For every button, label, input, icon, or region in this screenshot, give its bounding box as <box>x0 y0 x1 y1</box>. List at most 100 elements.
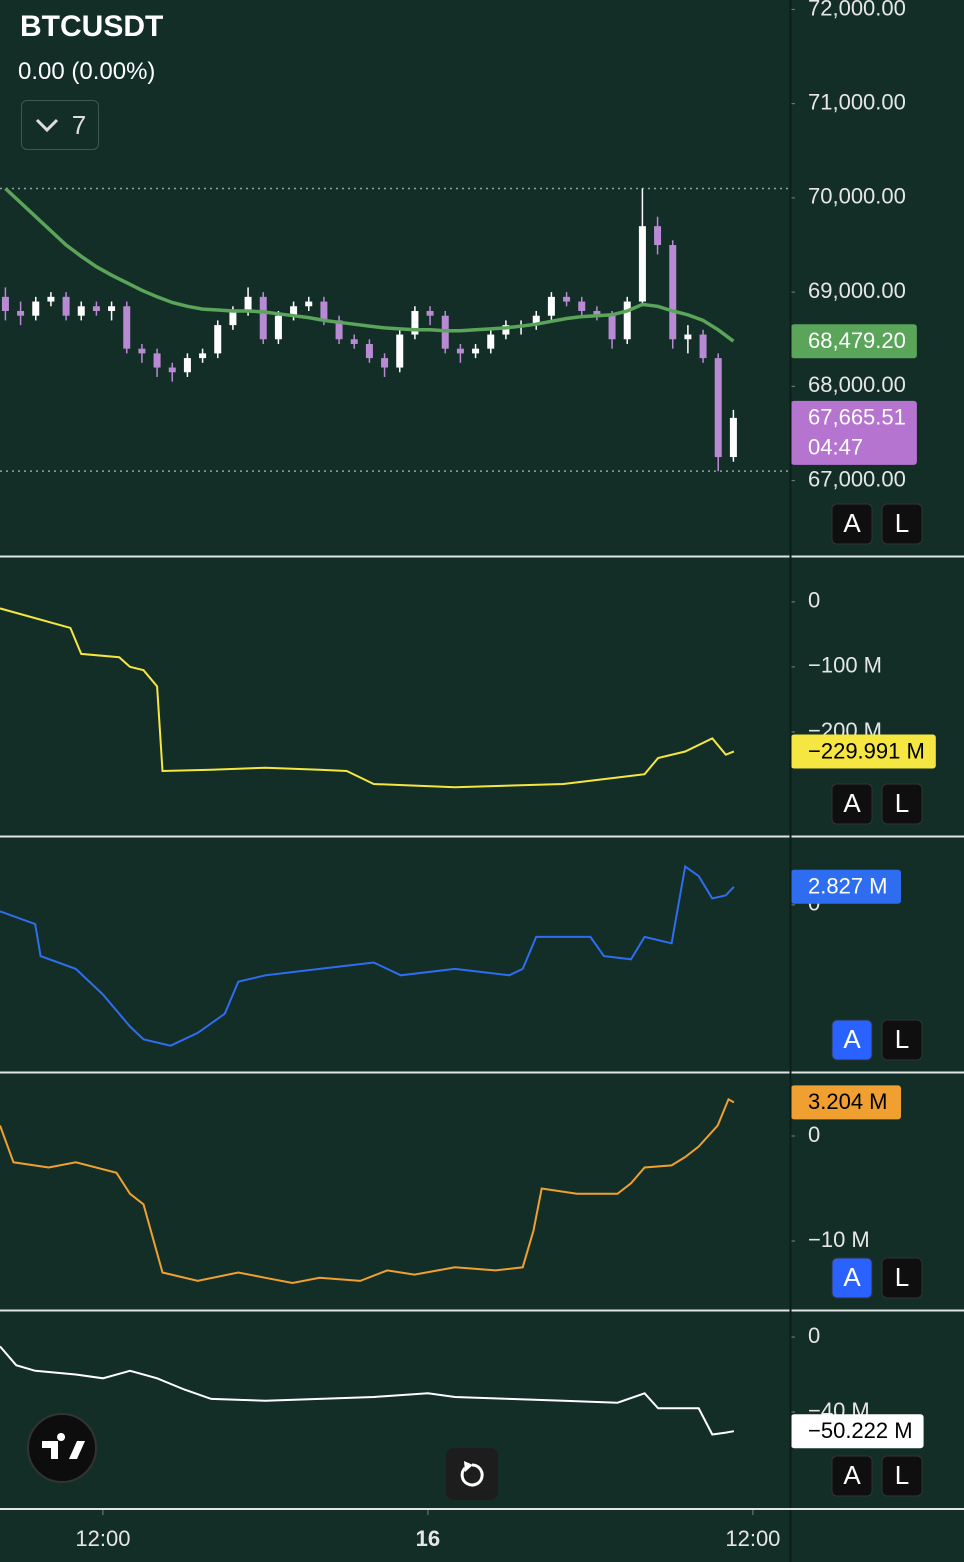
candle-body <box>411 310 419 335</box>
candle-body <box>487 334 495 349</box>
x-tick-label: 12:00 <box>725 1526 780 1551</box>
candle-body <box>654 226 662 246</box>
candle-body <box>729 417 737 458</box>
candle-body <box>365 343 373 359</box>
candle-body <box>335 320 343 340</box>
scale-button[interactable] <box>831 783 873 825</box>
scale-button[interactable] <box>831 503 873 545</box>
logo[interactable] <box>27 1413 97 1483</box>
price-badge-label: 67,665.51 <box>808 405 906 430</box>
x-tick-label: 16 <box>416 1526 440 1551</box>
candle-body <box>593 310 601 316</box>
scale-button-label: L <box>895 1024 909 1054</box>
candle-body <box>638 226 646 302</box>
pane <box>0 1345 735 1436</box>
candle-body <box>214 325 222 354</box>
price-badge <box>791 400 917 465</box>
y-tick-label: 67,000.00 <box>808 466 906 491</box>
price-badge-label: −229.991 M <box>808 738 925 763</box>
pane <box>0 607 735 789</box>
y-tick-label: 68,000.00 <box>808 372 906 397</box>
candle-body <box>123 306 131 349</box>
scale-button-label: A <box>843 508 861 538</box>
candle-body <box>608 315 616 340</box>
candle-body <box>563 296 571 302</box>
candle-body <box>396 334 404 368</box>
scale-button-label: A <box>843 1024 861 1054</box>
change: 0.00 (0.00%) <box>18 58 156 85</box>
indicator-line <box>0 1345 735 1436</box>
candle-body <box>244 296 252 311</box>
candle-body <box>108 306 116 311</box>
candle-body <box>532 315 540 326</box>
y-tick-label: 70,000.00 <box>808 184 906 209</box>
candle-body <box>168 367 176 373</box>
indicator-toggle[interactable]: 7 <box>21 100 99 150</box>
scale-button-label: L <box>895 508 909 538</box>
candle-body <box>699 334 707 359</box>
candle-body <box>305 301 313 307</box>
pane <box>0 1097 735 1285</box>
candle-body <box>578 301 586 311</box>
candle-body <box>32 301 40 316</box>
candle-body <box>47 296 55 302</box>
scale-button[interactable] <box>881 1019 923 1061</box>
price-badge-label: 68,479.20 <box>808 328 906 353</box>
indicator-count: 7 <box>71 109 87 140</box>
price-badge-label: −50.222 M <box>808 1418 913 1443</box>
scale-button-label: A <box>843 1460 861 1490</box>
price-badge-label: 2.827 M <box>808 874 888 899</box>
candle-body <box>714 358 722 458</box>
candle-body <box>1 296 9 311</box>
candle-body <box>229 310 237 326</box>
candle-body <box>77 306 85 316</box>
price-badge-label: 3.204 M <box>808 1089 888 1114</box>
candle-body <box>684 334 692 340</box>
scale-button[interactable] <box>831 1455 873 1497</box>
y-tick-label: −100 M <box>808 653 882 678</box>
scale-button-label: L <box>895 1262 909 1292</box>
candle-body <box>456 348 464 354</box>
candle-body <box>350 339 358 344</box>
scale-button[interactable] <box>831 1257 873 1299</box>
candle-body <box>183 358 191 373</box>
countdown-label: 04:47 <box>808 435 863 460</box>
price-badge <box>791 1414 924 1449</box>
candle-body <box>472 348 480 354</box>
reset-button[interactable] <box>446 1448 498 1500</box>
price-badge <box>791 324 917 359</box>
reset-icon <box>460 1461 484 1487</box>
candle-body <box>259 296 267 340</box>
candle-body <box>381 358 389 368</box>
indicator-line <box>0 607 735 789</box>
scale-button-label: A <box>843 1262 861 1292</box>
scale-button-label: L <box>895 788 909 818</box>
moving-average <box>4 187 735 343</box>
candle-body <box>426 310 434 316</box>
scale-button[interactable] <box>881 783 923 825</box>
candle-body <box>623 301 631 340</box>
candle-body <box>199 353 207 359</box>
candle-body <box>153 353 161 368</box>
price-badge <box>791 869 901 904</box>
candle-body <box>290 306 298 316</box>
scale-button[interactable] <box>881 1257 923 1299</box>
candle-body <box>502 325 510 335</box>
scale-button[interactable] <box>881 1455 923 1497</box>
y-tick-label: 69,000.00 <box>808 278 906 303</box>
scale-button[interactable] <box>881 503 923 545</box>
candle-body <box>62 296 70 316</box>
scale-button[interactable] <box>831 1019 873 1061</box>
x-tick-label: 12:00 <box>75 1526 130 1551</box>
y-tick-label: 0 <box>808 588 820 613</box>
y-tick-label: −10 M <box>808 1227 870 1252</box>
candle-body <box>92 306 100 311</box>
pane <box>0 187 790 472</box>
pane <box>0 864 735 1047</box>
y-tick-label: 0 <box>808 1122 820 1147</box>
scale-button-label: L <box>895 1460 909 1490</box>
y-tick-label: 71,000.00 <box>808 89 906 114</box>
price-badge <box>791 734 936 769</box>
